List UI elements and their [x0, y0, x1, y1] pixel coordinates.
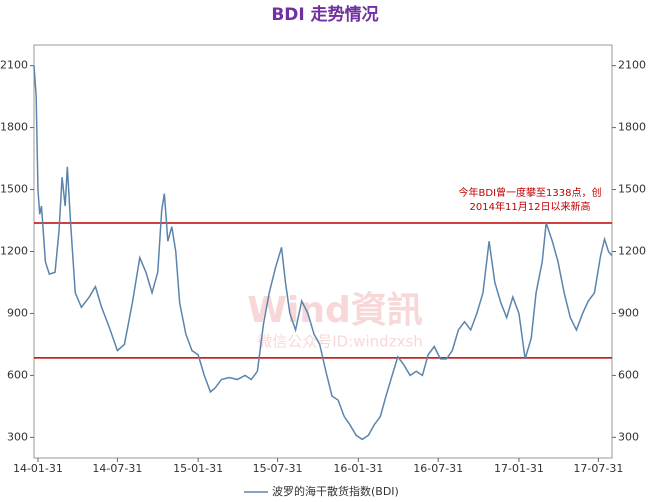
x-tick-label: 17-07-31: [573, 462, 623, 475]
y-tick-label: 1200: [0, 245, 28, 258]
watermark: Wind資訊: [247, 290, 422, 331]
x-tick-label: 15-07-31: [253, 462, 303, 475]
annotation: 2014年11月12日以来新高: [470, 200, 591, 213]
y2-tick-label: 300: [618, 430, 639, 443]
y2-tick-label: 900: [618, 306, 639, 319]
y2-tick-label: 1200: [618, 245, 646, 258]
watermark: 微信公众号ID:windzxsh: [257, 333, 423, 351]
plot-frame: [33, 44, 613, 459]
x-tick-label: 14-01-31: [13, 462, 63, 475]
y-tick-label: 900: [7, 306, 28, 319]
legend-label: 波罗的海干散货指数(BDI): [272, 484, 399, 498]
y2-tick-label: 600: [618, 368, 639, 381]
x-tick-label: 17-01-31: [494, 462, 544, 475]
y-tick-label: 300: [7, 430, 28, 443]
chart-title: BDI 走势情况: [271, 4, 378, 25]
annotation: 今年BDI曾一度攀至1338点，创: [459, 186, 602, 199]
y-tick-label: 600: [7, 368, 28, 381]
x-tick-label: 16-01-31: [333, 462, 383, 475]
y2-tick-label: 1800: [618, 121, 646, 134]
y-tick-label: 1500: [0, 183, 28, 196]
y-tick-label: 1800: [0, 121, 28, 134]
y2-tick-label: 2100: [618, 59, 646, 72]
x-tick-label: 14-07-31: [92, 462, 142, 475]
y-tick-label: 2100: [0, 59, 28, 72]
x-tick-label: 16-07-31: [413, 462, 463, 475]
x-tick-label: 15-01-31: [173, 462, 223, 475]
series-line: [33, 65, 613, 441]
y2-tick-label: 1500: [618, 183, 646, 196]
